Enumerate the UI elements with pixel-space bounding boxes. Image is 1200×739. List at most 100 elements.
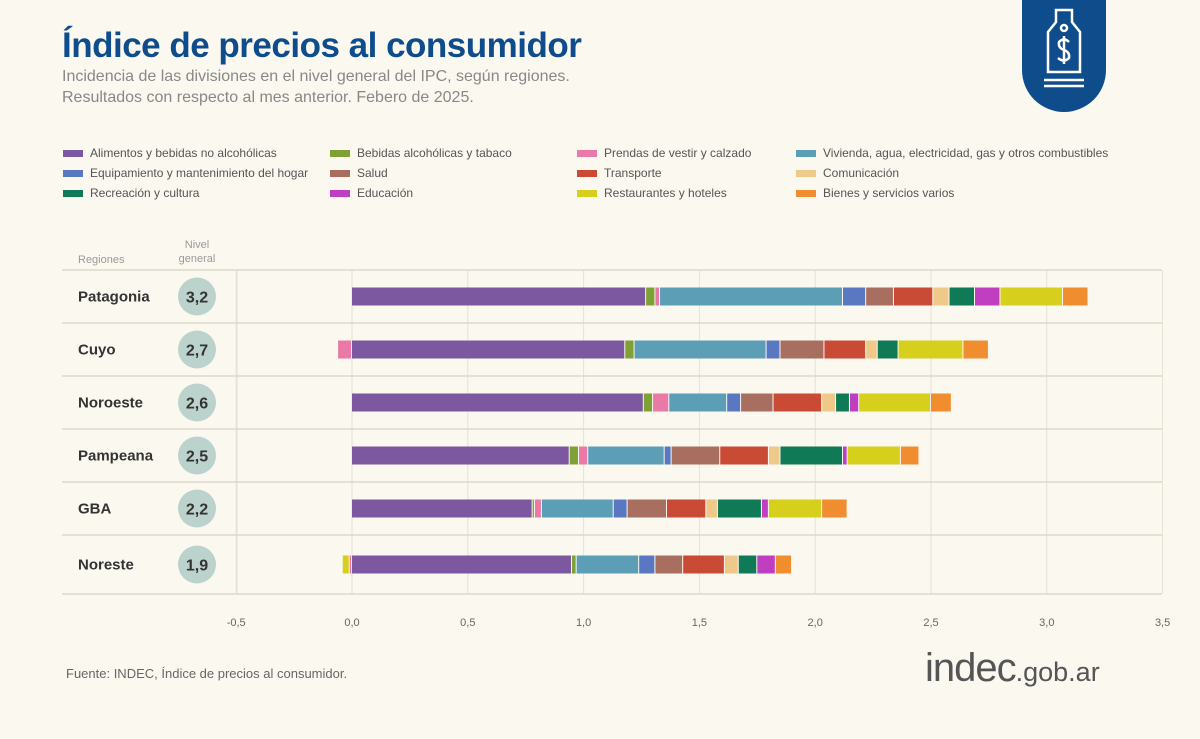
bar-segment: [757, 555, 775, 574]
region-label: GBA: [78, 501, 112, 518]
bar-segment: [738, 555, 757, 574]
bar-segment: [578, 446, 588, 465]
bar-segment: [572, 555, 576, 574]
bar-segment: [949, 287, 975, 306]
bar-segment: [933, 287, 949, 306]
legend-item: Restaurantes y hoteles: [577, 186, 727, 200]
bar-segment: [773, 393, 822, 412]
legend-swatch: [577, 149, 597, 157]
legend-label: Equipamiento y mantenimiento del hogar: [90, 166, 309, 180]
legend-swatch: [796, 149, 816, 157]
legend-swatch: [330, 169, 350, 177]
region-label: Pampeana: [78, 448, 154, 465]
bar-segment: [534, 499, 541, 518]
bar-segment: [655, 555, 683, 574]
legend-item: Bienes y servicios varios: [796, 186, 954, 200]
level-value: 3,2: [186, 290, 208, 307]
bar-segment: [775, 555, 792, 574]
legend-label: Bienes y servicios varios: [823, 186, 955, 200]
bar-segment: [898, 340, 963, 359]
bar-segment: [847, 446, 900, 465]
x-tick-label: 2,5: [923, 617, 938, 629]
level-value: 1,9: [186, 558, 208, 575]
region-label: Patagonia: [78, 289, 150, 306]
bar-segment: [541, 499, 613, 518]
legend-item: Prendas de vestir y calzado: [577, 146, 751, 160]
x-tick-label: 0,0: [344, 617, 359, 629]
page-title: Índice de precios al consumidor: [62, 26, 582, 65]
column-header-level: Nivel: [185, 239, 209, 251]
x-tick-label: 3,5: [1155, 617, 1170, 629]
bar-segment: [1000, 287, 1063, 306]
bar-segment: [671, 446, 720, 465]
legend-label: Educación: [357, 186, 414, 200]
x-tick-label: 0,5: [460, 617, 475, 629]
bar-segment: [625, 340, 634, 359]
legend-label: Restaurantes y hoteles: [604, 186, 727, 200]
bar-segment: [893, 287, 933, 306]
legend-item: Equipamiento y mantenimiento del hogar: [63, 166, 308, 180]
legend-label: Vivienda, agua, electricidad, gas y otro…: [823, 146, 1109, 160]
level-badge: [178, 489, 216, 528]
bar-segment: [352, 393, 643, 412]
legend-label: Salud: [357, 166, 388, 180]
legend-item: Salud: [330, 166, 388, 180]
bar-segment: [613, 499, 627, 518]
level-value: 2,5: [186, 449, 208, 466]
level-badge: [178, 383, 216, 422]
legend-item: Recreación y cultura: [63, 186, 199, 200]
stacked-bar-chart: -0,5 0,0 0,5 1,0 1,5 2,0 2,5 3,0 3,5 Regiones Nive…: [62, 239, 1170, 629]
bar-segment: [866, 340, 877, 359]
bar-segment: [352, 555, 572, 574]
legend-item: Educación: [330, 186, 413, 200]
bar-segment: [1063, 287, 1088, 306]
legend-swatch: [63, 169, 83, 177]
bar-segment: [931, 393, 951, 412]
legend-label: Alimentos y bebidas no alcohólicas: [90, 146, 277, 160]
bar-segment: [822, 499, 847, 518]
legend-swatch: [577, 189, 597, 197]
bar-segment: [975, 287, 1000, 306]
legend-item: Transporte: [577, 166, 662, 180]
bar-segment: [842, 446, 847, 465]
region-label: Cuyo: [78, 342, 116, 359]
legend-swatch: [577, 169, 597, 177]
x-tick-label: 1,0: [576, 617, 591, 629]
bar-segment: [683, 555, 724, 574]
bar-segment: [338, 340, 351, 359]
legend-swatch: [63, 149, 83, 157]
x-tick-label: -0,5: [227, 617, 246, 629]
level-badge: [178, 330, 216, 369]
region-label: Noroeste: [78, 395, 143, 412]
legend-label: Prendas de vestir y calzado: [604, 146, 752, 160]
legend-swatch: [796, 189, 816, 197]
bar-segment: [761, 499, 768, 518]
bar-segment: [664, 446, 671, 465]
bar-segment: [352, 499, 532, 518]
bar-segment: [836, 393, 849, 412]
bar-segment: [588, 446, 664, 465]
bar-segment: [653, 393, 669, 412]
legend-label: Bebidas alcohólicas y tabaco: [357, 146, 512, 160]
legend-swatch: [63, 189, 83, 197]
level-badge: [178, 277, 216, 316]
bar-segment: [842, 287, 866, 306]
legend-swatch: [330, 189, 350, 197]
legend-swatch: [796, 169, 816, 177]
bar-segment: [822, 393, 836, 412]
bar-segment: [780, 446, 842, 465]
bar-segment: [352, 287, 646, 306]
legend-swatch: [330, 149, 350, 157]
bar-segment: [576, 555, 639, 574]
bar-segment: [352, 340, 625, 359]
legend-item: Alimentos y bebidas no alcohólicas: [63, 146, 277, 160]
bar-segment: [666, 499, 706, 518]
bar-segment: [706, 499, 717, 518]
column-header-regions: Regiones: [78, 254, 125, 266]
legend-item: Bebidas alcohólicas y tabaco: [330, 146, 512, 160]
indec-logo: indec.gob.ar: [925, 646, 1100, 690]
bar-segment: [342, 555, 349, 574]
source-note: Fuente: INDEC, Índice de precios al cons…: [66, 666, 348, 681]
x-tick-label: 2,0: [808, 617, 823, 629]
bar-segment: [532, 499, 534, 518]
